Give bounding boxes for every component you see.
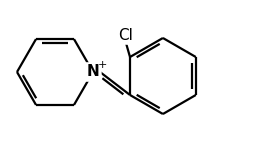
Text: Cl: Cl xyxy=(119,27,134,42)
Text: +: + xyxy=(97,60,107,70)
Text: N: N xyxy=(87,64,99,80)
